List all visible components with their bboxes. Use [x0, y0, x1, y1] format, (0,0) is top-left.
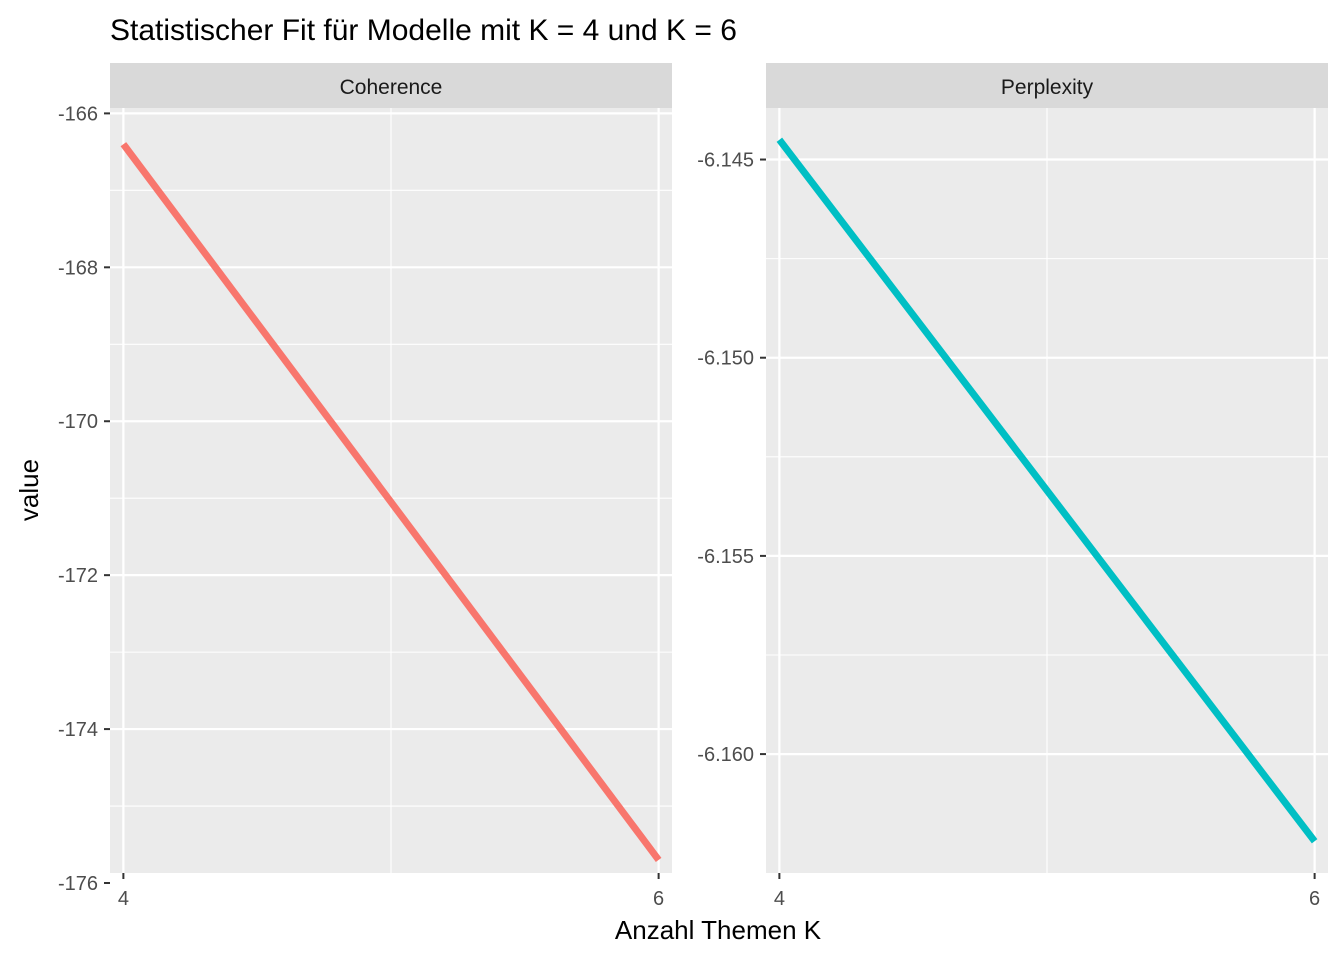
- y-tick-label: -172: [58, 565, 98, 587]
- y-tick-label: -174: [58, 719, 98, 741]
- x-tick-label: 6: [653, 888, 664, 910]
- x-tick-label: 4: [774, 888, 785, 910]
- y-axis-title: value: [14, 459, 44, 521]
- facet-coherence: Coherence -166 -168 -170 -172 -174 -176 4 6: [58, 63, 672, 910]
- y-tick-label: -168: [58, 257, 98, 279]
- y-tick-label: -6.150: [697, 348, 754, 370]
- y-tick-label: -6.160: [697, 744, 754, 766]
- facet-perplexity: Perplexity -6.145 -6.150 -6.155 -6.160 4 6: [697, 63, 1328, 910]
- series-line-perplexity: [776, 137, 1318, 844]
- facet-strip-label: Perplexity: [1001, 76, 1094, 99]
- facet-strip: [110, 63, 672, 108]
- y-tick-label: -166: [58, 103, 98, 125]
- series-line-coherence: [120, 142, 662, 863]
- y-tick-label: -170: [58, 411, 98, 433]
- x-tick-label: 4: [118, 888, 129, 910]
- x-axis-title: Anzahl Themen K: [615, 915, 822, 945]
- facet-strip: [766, 63, 1328, 108]
- x-tick-label: 6: [1309, 888, 1320, 910]
- facet-strip-label: Coherence: [340, 76, 443, 99]
- chart-title: Statistischer Fit für Modelle mit K = 4 …: [110, 14, 737, 47]
- y-tick-label: -176: [58, 873, 98, 895]
- y-tick-label: -6.155: [697, 546, 754, 568]
- y-tick-label: -6.145: [697, 150, 754, 172]
